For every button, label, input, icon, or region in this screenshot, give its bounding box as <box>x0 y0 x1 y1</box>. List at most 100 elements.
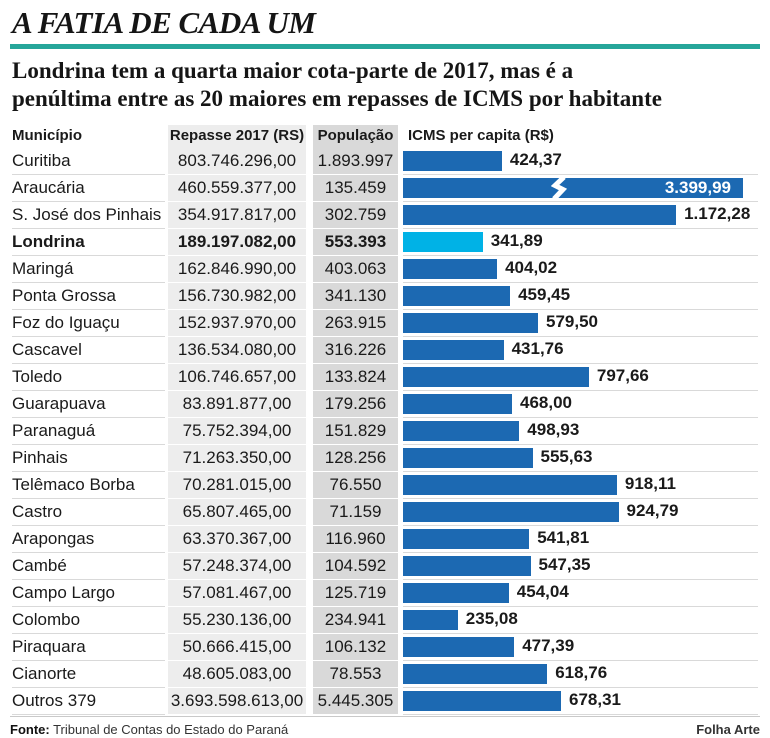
column-gap <box>398 553 403 580</box>
column-gap <box>398 499 403 526</box>
repasse-cell: 156.730.982,00 <box>168 283 306 310</box>
column-gap <box>398 580 403 607</box>
table-row: Maringá 162.846.990,00 403.063 404,02 <box>12 256 758 283</box>
column-gap <box>165 661 168 688</box>
bar-cell: 579,50 <box>403 310 758 337</box>
populacao-cell: 78.553 <box>313 661 398 688</box>
column-gap <box>165 229 168 256</box>
populacao-cell: 104.592 <box>313 553 398 580</box>
column-gap <box>165 499 168 526</box>
icms-value-label: 459,45 <box>518 285 571 304</box>
column-gap <box>398 283 403 310</box>
page-title: A FATIA DE CADA UM <box>12 5 316 40</box>
repasse-cell: 50.666.415,00 <box>168 634 306 661</box>
icms-value-label: 555,63 <box>540 447 593 466</box>
bar-cell: 235,08 <box>403 607 758 634</box>
column-gap <box>398 364 403 391</box>
column-gap <box>165 256 168 283</box>
column-header-repasse: Repasse 2017 (RS) <box>168 125 306 148</box>
column-gap <box>165 634 168 661</box>
column-gap <box>306 445 313 472</box>
column-gap <box>398 175 403 202</box>
bar-cell: 541,81 <box>403 526 758 553</box>
populacao-cell: 341.130 <box>313 283 398 310</box>
column-gap <box>398 229 403 256</box>
icms-value-label: 468,00 <box>520 393 572 412</box>
repasse-cell: 460.559.377,00 <box>168 175 306 202</box>
column-gap <box>398 472 403 499</box>
icms-value-label: 498,93 <box>527 420 580 439</box>
column-gap <box>306 526 313 553</box>
municipality-cell: Foz do Iguaçu <box>12 310 165 337</box>
subtitle-line1: Londrina tem a quarta maior cota-parte d… <box>12 58 574 83</box>
column-gap <box>165 418 168 445</box>
municipality-cell: Londrina <box>12 229 165 256</box>
populacao-cell: 116.960 <box>313 526 398 553</box>
column-gap <box>398 202 403 229</box>
column-gap <box>306 256 313 283</box>
populacao-cell: 128.256 <box>313 445 398 472</box>
table-body: Curitiba 803.746.296,00 1.893.997 424,37 Ara… <box>12 148 758 715</box>
icms-bar <box>403 205 677 225</box>
source-label: Fonte: <box>10 722 50 737</box>
column-gap <box>165 202 168 229</box>
column-gap <box>165 125 168 148</box>
bar-cell: 424,37 <box>403 148 758 175</box>
credit: Folha Arte <box>696 722 760 737</box>
icms-bar <box>403 637 515 657</box>
column-gap <box>398 688 403 715</box>
table-header-row: Município Repasse 2017 (RS) População IC… <box>12 125 758 148</box>
icms-value-label: 547,35 <box>538 555 591 574</box>
municipality-cell: Colombo <box>12 607 165 634</box>
footer: Fonte: Tribunal de Contas do Estado do P… <box>10 716 760 737</box>
populacao-cell: 76.550 <box>313 472 398 499</box>
bar-cell: 341,89 <box>403 229 758 256</box>
repasse-cell: 55.230.136,00 <box>168 607 306 634</box>
municipality-cell: Ponta Grossa <box>12 283 165 310</box>
column-gap <box>306 580 313 607</box>
icms-value-label: 3.399,99 <box>664 178 731 197</box>
icms-value-label: 235,08 <box>465 609 518 628</box>
icms-bar: 3.399,99 <box>403 177 743 199</box>
populacao-cell: 125.719 <box>313 580 398 607</box>
table-row: Pinhais 71.263.350,00 128.256 555,63 <box>12 445 758 472</box>
column-gap <box>398 391 403 418</box>
table-row: Guarapuava 83.891.877,00 179.256 468,00 <box>12 391 758 418</box>
repasse-cell: 136.534.080,00 <box>168 337 306 364</box>
populacao-cell: 151.829 <box>313 418 398 445</box>
icms-bar <box>403 475 617 495</box>
icms-bar <box>403 502 619 522</box>
municipality-cell: Campo Largo <box>12 580 165 607</box>
table-row: Outros 379 3.693.598.613,00 5.445.305 678,3… <box>12 688 758 715</box>
icms-value-label: 477,39 <box>522 636 575 655</box>
column-gap <box>306 418 313 445</box>
column-gap <box>306 553 313 580</box>
bar-cell: 1.172,28 <box>403 202 758 229</box>
repasse-cell: 75.752.394,00 <box>168 418 306 445</box>
column-header-populacao: População <box>313 125 398 148</box>
icms-value-label: 797,66 <box>596 366 649 385</box>
bar-cell: 459,45 <box>403 283 758 310</box>
icms-value-label: 541,81 <box>537 528 590 547</box>
icms-value-label: 1.172,28 <box>684 204 751 223</box>
icms-value-label: 678,31 <box>569 690 621 709</box>
column-gap <box>306 472 313 499</box>
table-row: Cianorte 48.605.083,00 78.553 618,76 <box>12 661 758 688</box>
column-gap <box>165 472 168 499</box>
column-gap <box>306 125 313 148</box>
column-gap <box>306 499 313 526</box>
column-gap <box>306 202 313 229</box>
column-gap <box>398 445 403 472</box>
bar-cell: 468,00 <box>403 391 758 418</box>
icms-bar <box>403 421 520 441</box>
municipality-cell: Cambé <box>12 553 165 580</box>
column-gap <box>165 688 168 715</box>
municipality-cell: Castro <box>12 499 165 526</box>
repasse-cell: 354.917.817,00 <box>168 202 306 229</box>
repasse-cell: 70.281.015,00 <box>168 472 306 499</box>
repasse-cell: 189.197.082,00 <box>168 229 306 256</box>
municipality-cell: Outros 379 <box>12 688 165 715</box>
municipality-cell: Telêmaco Borba <box>12 472 165 499</box>
table-row: Araucária 460.559.377,00 135.459 3.399,99 <box>12 175 758 202</box>
